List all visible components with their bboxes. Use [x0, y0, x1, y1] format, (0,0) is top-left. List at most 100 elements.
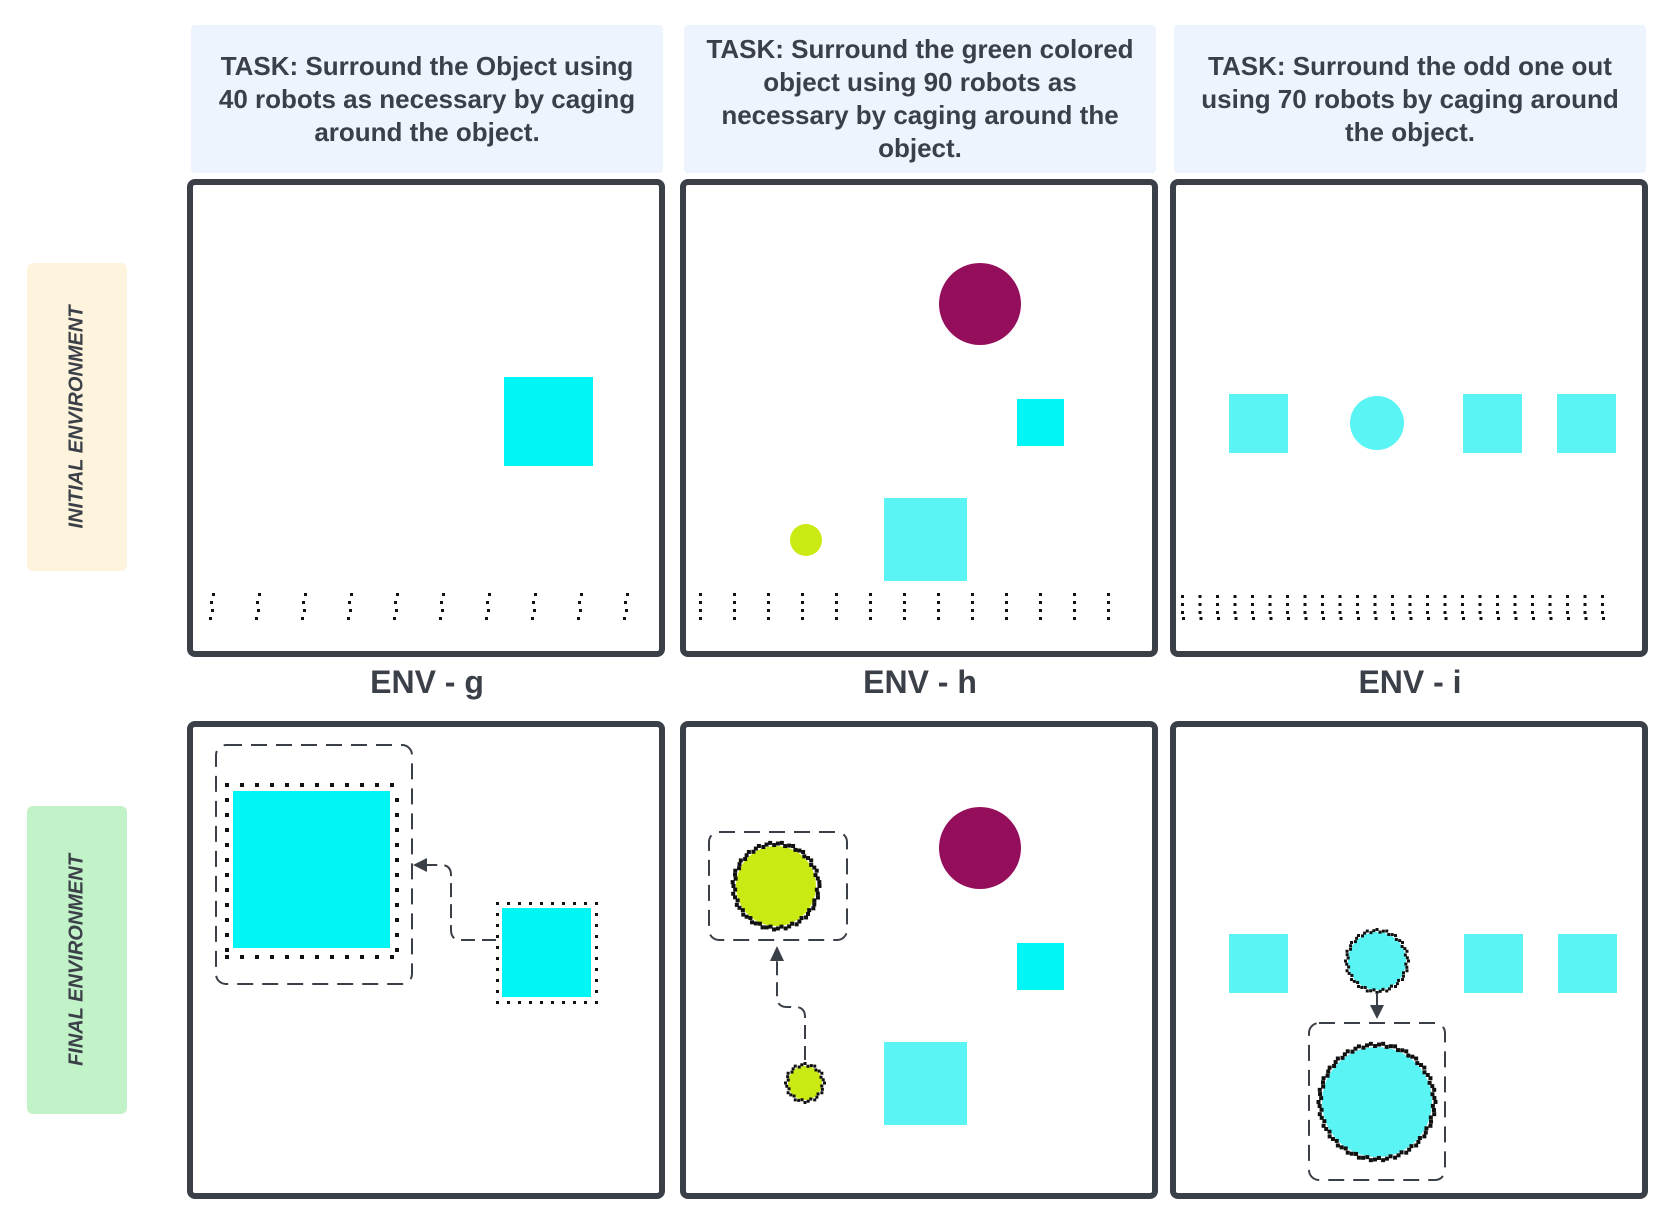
robot-dot: [1198, 603, 1202, 606]
robot-dot: [1404, 962, 1408, 966]
robot-dot: [787, 1087, 791, 1091]
robot-dot: [1317, 1104, 1322, 1109]
robot-dot: [1387, 987, 1391, 991]
robot-dot: [733, 887, 738, 892]
robot-dot: [301, 617, 304, 620]
robot-dot: [768, 924, 773, 929]
robot-dot: [1357, 617, 1360, 620]
robot-dot: [737, 862, 742, 867]
robot-dot: [1320, 1080, 1325, 1085]
robot-dot: [869, 609, 872, 612]
robot-dot: [937, 601, 940, 604]
robot-dot: [1356, 595, 1359, 598]
robot-dot: [496, 957, 499, 960]
robot-dot: [1354, 1151, 1359, 1156]
robot-dot: [699, 617, 702, 620]
robot-dot: [257, 609, 260, 612]
robot-dot: [786, 1091, 790, 1095]
robot-dot: [303, 609, 306, 612]
robot-dot: [1602, 617, 1605, 620]
robot-cage-g: [496, 902, 598, 1004]
robot-dot: [1391, 595, 1394, 598]
robot-dot: [315, 955, 319, 959]
robot-dot: [1198, 611, 1202, 614]
robot-dot: [518, 1001, 521, 1004]
final-panel-i: [1170, 721, 1648, 1199]
robot-dot: [814, 1068, 818, 1072]
robot-dot: [1393, 1155, 1398, 1160]
zoom-connector-arrow: [425, 864, 496, 941]
robot-dot: [1384, 1044, 1389, 1049]
robot-dot: [764, 842, 769, 847]
robot-dot: [817, 880, 822, 885]
robot-dot: [1251, 603, 1254, 606]
robot-dot: [1443, 603, 1447, 606]
robot-dot: [750, 920, 755, 925]
robot-dot: [1107, 593, 1110, 596]
robot-dot: [821, 1078, 825, 1082]
robot-dot: [801, 617, 804, 620]
robot-dot: [1394, 937, 1398, 941]
robot-dot: [496, 1001, 499, 1004]
robot-dot: [1403, 947, 1407, 951]
robot-dot: [1428, 1076, 1433, 1081]
robot-dot: [258, 593, 261, 596]
robot-dot: [1531, 603, 1534, 606]
robot-dot: [1381, 1158, 1386, 1163]
robot-dot: [817, 884, 822, 888]
robot-dot: [1461, 611, 1464, 614]
robot-dot: [1338, 611, 1342, 614]
robot-dot: [1365, 1043, 1370, 1048]
robot-dot: [1321, 595, 1324, 598]
robot-dot: [1566, 611, 1569, 614]
cyan-square-object-3: [1557, 394, 1616, 453]
robot-dot: [225, 873, 229, 877]
robot-dot: [1286, 595, 1289, 598]
robot-dot: [1373, 603, 1377, 606]
robot-dot: [1405, 965, 1409, 969]
robot-dot: [1317, 1087, 1322, 1092]
robot-dot: [375, 955, 379, 959]
robot-dot: [225, 948, 229, 952]
robot-dot: [302, 601, 305, 604]
robot-dot: [1368, 1158, 1373, 1163]
robot-dot: [350, 593, 353, 596]
zoom-inset-frame: [215, 744, 413, 985]
robot-dot: [1338, 603, 1342, 606]
robot-dot: [540, 902, 543, 905]
robot-dot: [1462, 617, 1465, 620]
robot-dot: [1381, 1041, 1386, 1046]
robot-dot: [971, 601, 974, 604]
robot-dot: [1426, 611, 1429, 614]
robot-dot: [746, 849, 751, 854]
robot-dot: [1548, 595, 1552, 598]
arrow-head-icon: [770, 946, 784, 961]
env-label-g: ENV - g: [370, 664, 484, 700]
robot-dot: [1391, 603, 1394, 606]
robot-dot: [1432, 1112, 1437, 1117]
robot-dot: [255, 955, 259, 959]
robot-dot: [1424, 1126, 1429, 1131]
robot-dot: [1365, 929, 1369, 933]
robot-dot: [1372, 1157, 1377, 1162]
arrow-head-icon: [1370, 1005, 1384, 1019]
robot-dot: [815, 891, 820, 896]
small-cyan-square-object: [1017, 943, 1064, 990]
robot-dot: [1327, 1134, 1332, 1139]
robot-dot: [1513, 595, 1517, 598]
robot-dot: [496, 990, 499, 993]
robot-dot: [496, 979, 499, 982]
robot-dot: [786, 1078, 790, 1082]
robot-dot: [1198, 595, 1202, 598]
robot-dot: [1405, 949, 1409, 953]
robot-dot: [1039, 617, 1042, 620]
robot-dot: [1352, 979, 1356, 983]
robot-dot: [767, 593, 770, 596]
robot-dot: [1403, 953, 1407, 957]
robot-dot: [775, 841, 780, 846]
robot-dot: [315, 783, 319, 787]
robot-dot: [626, 593, 629, 596]
robot-dot: [1384, 1156, 1389, 1161]
robot-dot: [1252, 617, 1255, 620]
robot-dot: [1363, 985, 1367, 989]
